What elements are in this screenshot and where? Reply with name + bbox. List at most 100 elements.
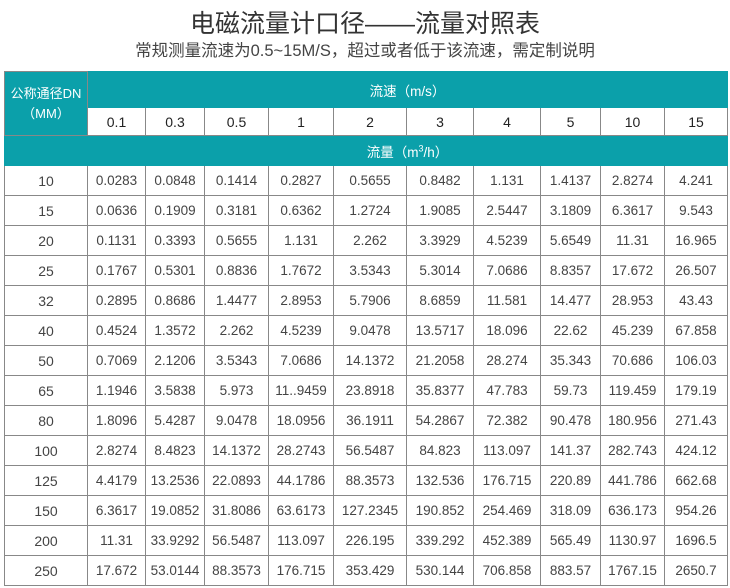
flow-cell: 2.8953 <box>268 285 334 316</box>
speed-cell: 0.3 <box>145 107 205 136</box>
flow-cell: 23.8918 <box>333 375 407 406</box>
flow-cell: 90.478 <box>540 405 601 436</box>
flow-cell: 9.543 <box>663 195 729 226</box>
flow-cell: 0.2827 <box>268 165 334 196</box>
table-row: 150 6.3617 19.0852 31.8086 63.6173 127.2345 19… <box>4 495 729 526</box>
speed-cell: 0.1 <box>87 107 146 136</box>
table-row: 80 1.8096 5.4287 9.0478 18.0956 36.1911 54.286… <box>4 405 729 436</box>
flow-cell: 1.3572 <box>145 315 205 346</box>
table-row: 10 0.0283 0.0848 0.1414 0.2827 0.5655 0.8482 1.… <box>4 165 729 196</box>
flow-cell: 0.4524 <box>87 315 146 346</box>
flow-cell: 47.783 <box>473 375 541 406</box>
flow-cell: 28.274 <box>473 345 541 376</box>
flow-cell: 5.4287 <box>145 405 205 436</box>
flow-cell: 0.7069 <box>87 345 146 376</box>
flow-cell: 26.507 <box>663 255 729 286</box>
flow-cell: 353.429 <box>333 555 407 586</box>
flow-cell: 0.0283 <box>87 165 146 196</box>
flow-cell: 127.2345 <box>333 495 407 526</box>
flow-cell: 954.26 <box>663 495 729 526</box>
flow-cell: 176.715 <box>268 555 334 586</box>
flow-cell: 5.973 <box>204 375 269 406</box>
flow-cell: 282.743 <box>600 435 665 466</box>
flow-cell: 88.3573 <box>204 555 269 586</box>
flow-label: 流量（m <box>366 144 419 160</box>
table-row: 15 0.0636 0.1909 0.3181 0.6362 1.2724 1.9085 2.… <box>4 195 729 226</box>
table-row: 100 2.8274 8.4823 14.1372 28.2743 56.5487 84.8… <box>4 435 729 466</box>
speed-cell: 15 <box>663 107 729 136</box>
table-row: 32 0.2895 0.8686 1.4477 2.8953 5.7906 8.6859 11… <box>4 285 729 316</box>
flow-cell: 3.3929 <box>406 225 474 256</box>
flow-cell: 176.715 <box>473 465 541 496</box>
flow-cell: 0.6362 <box>268 195 334 226</box>
flow-cell: 84.823 <box>406 435 474 466</box>
page-subtitle: 常规测量流速为0.5~15M/S，超过或者低于该流速，需定制说明 <box>135 42 595 60</box>
flow-cell: 132.536 <box>406 465 474 496</box>
flow-cell: 16.965 <box>663 225 729 256</box>
flow-cell: 72.382 <box>473 405 541 436</box>
flow-cell: 0.8482 <box>406 165 474 196</box>
flow-cell: 3.5838 <box>145 375 205 406</box>
table-row: 40 0.4524 1.3572 2.262 4.5239 9.0478 13.5717 18… <box>4 315 729 346</box>
flow-cell: 8.8357 <box>540 255 601 286</box>
flow-cell: 17.672 <box>87 555 146 586</box>
flow-cell: 0.5301 <box>145 255 205 286</box>
flow-cell: 0.1131 <box>87 225 146 256</box>
speed-cell: 5 <box>540 107 601 136</box>
flow-cell: 21.2058 <box>406 345 474 376</box>
flow-cell: 54.2867 <box>406 405 474 436</box>
flow-cell: 22.0893 <box>204 465 269 496</box>
flow-cell: 8.6859 <box>406 285 474 316</box>
dn-cell: 100 <box>4 435 88 466</box>
flow-cell: 11.31 <box>600 225 665 256</box>
flow-cell: 35.343 <box>540 345 601 376</box>
flow-cell: 180.956 <box>600 405 665 436</box>
flow-cell: 1767.15 <box>600 555 665 586</box>
flow-cell: 2.1206 <box>145 345 205 376</box>
flow-cell: 28.2743 <box>268 435 334 466</box>
flow-cell: 119.459 <box>600 375 665 406</box>
flow-cell: 63.6173 <box>268 495 334 526</box>
dn-cell: 65 <box>4 375 88 406</box>
speed-row: 0.1 0.3 0.5 1 2 3 4 5 10 15 <box>5 107 729 136</box>
flow-cell: 13.2536 <box>145 465 205 496</box>
dn-cell: 80 <box>4 405 88 436</box>
flow-cell: 5.7906 <box>333 285 407 316</box>
speed-cell: 3 <box>406 107 474 136</box>
flow-cell: 3.5343 <box>204 345 269 376</box>
flow-cell: 2.8274 <box>600 165 665 196</box>
flow-cell: 0.1909 <box>145 195 205 226</box>
flow-cell: 226.195 <box>333 525 407 556</box>
flow-cell: 1.7672 <box>268 255 334 286</box>
flow-cell: 1.131 <box>268 225 334 256</box>
dn-cell: 125 <box>4 465 88 496</box>
page-title: 电磁流量计口径——流量对照表 <box>189 10 540 38</box>
flow-cell: 0.5655 <box>333 165 407 196</box>
flow-cell: 13.5717 <box>406 315 474 346</box>
flow-cell: 9.0478 <box>204 405 269 436</box>
flow-cell: 1.8096 <box>87 405 146 436</box>
flow-cell: 18.0956 <box>268 405 334 436</box>
speed-cell: 2 <box>333 107 407 136</box>
flow-cell: 3.5343 <box>333 255 407 286</box>
flow-label-sup: 3 <box>418 143 424 153</box>
flow-header: 流量（m3/h） <box>86 135 729 166</box>
flow-label-suffix: /h） <box>423 144 449 160</box>
flow-cell: 339.292 <box>406 525 474 556</box>
flow-cell: 4.5239 <box>268 315 334 346</box>
flow-cell: 4.241 <box>663 165 729 196</box>
flow-cell: 1.4477 <box>204 285 269 316</box>
flow-cell: 1.4137 <box>540 165 601 196</box>
flow-cell: 11.581 <box>473 285 541 316</box>
flow-cell: 9.0478 <box>333 315 407 346</box>
flow-cell: 35.8377 <box>406 375 474 406</box>
flow-cell: 424.12 <box>663 435 729 466</box>
table-row: 250 17.672 53.0144 88.3573 176.715 353.429 530… <box>4 555 729 586</box>
flow-cell: 14.477 <box>540 285 601 316</box>
speed-header: 流速（m/s） <box>86 71 729 108</box>
dn-header: 公称通径DN （MM） <box>4 71 88 136</box>
flow-cell: 0.3181 <box>204 195 269 226</box>
flow-cell: 1.9085 <box>406 195 474 226</box>
flow-cell: 2650.7 <box>663 555 729 586</box>
flow-cell: 113.097 <box>473 435 541 466</box>
